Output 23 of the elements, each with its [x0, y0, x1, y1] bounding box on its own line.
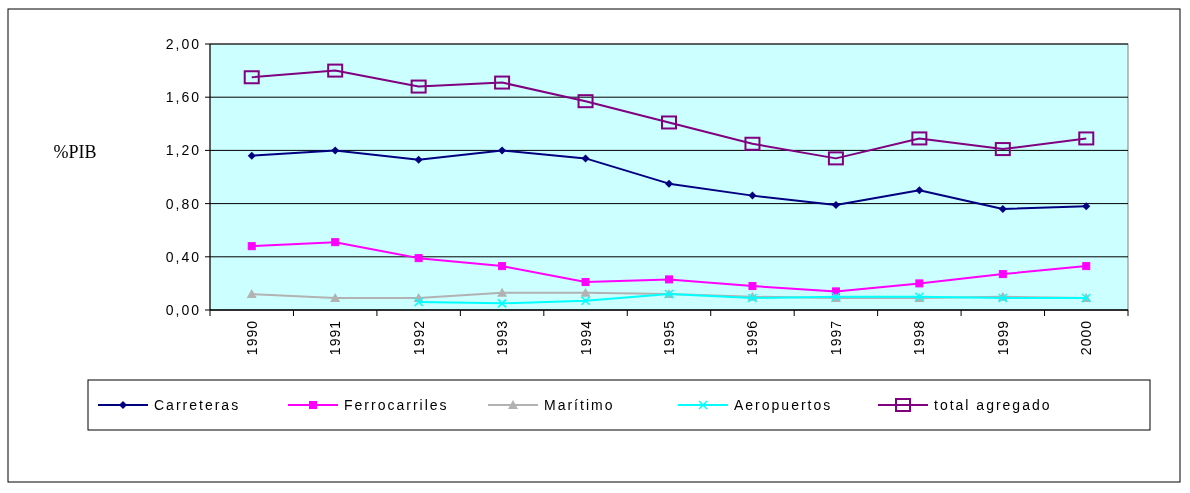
x-tick-label: 1991	[327, 320, 344, 356]
x-tick-label: 1992	[410, 320, 427, 356]
x-tick-label: 2000	[1078, 320, 1095, 356]
y-tick-label: 1,20	[165, 142, 201, 159]
legend-label: Carreteras	[154, 396, 241, 413]
x-tick-label: 1990	[243, 320, 260, 356]
y-tick-label: 0,40	[165, 248, 201, 265]
legend-label: total agregado	[934, 396, 1052, 413]
y-tick-label: 2,00	[165, 35, 201, 52]
x-tick-label: 1994	[577, 320, 594, 356]
y-tick-label: 0,00	[165, 301, 201, 318]
y-axis-title: %PIB	[53, 142, 97, 162]
x-tick-label: 1999	[994, 320, 1011, 356]
x-tick-label: 1993	[494, 320, 511, 356]
x-tick-label: 1997	[827, 320, 844, 356]
x-tick-label: 1996	[744, 320, 761, 356]
legend-label: Ferrocarriles	[344, 396, 449, 413]
x-tick-label: 1995	[661, 320, 677, 356]
y-tick-label: 1,60	[165, 89, 201, 106]
legend-label: Aeropuertos	[734, 396, 833, 413]
y-tick-label: 0,80	[165, 195, 201, 212]
x-tick-label: 1998	[911, 320, 928, 356]
legend-label: Marítimo	[544, 396, 615, 413]
